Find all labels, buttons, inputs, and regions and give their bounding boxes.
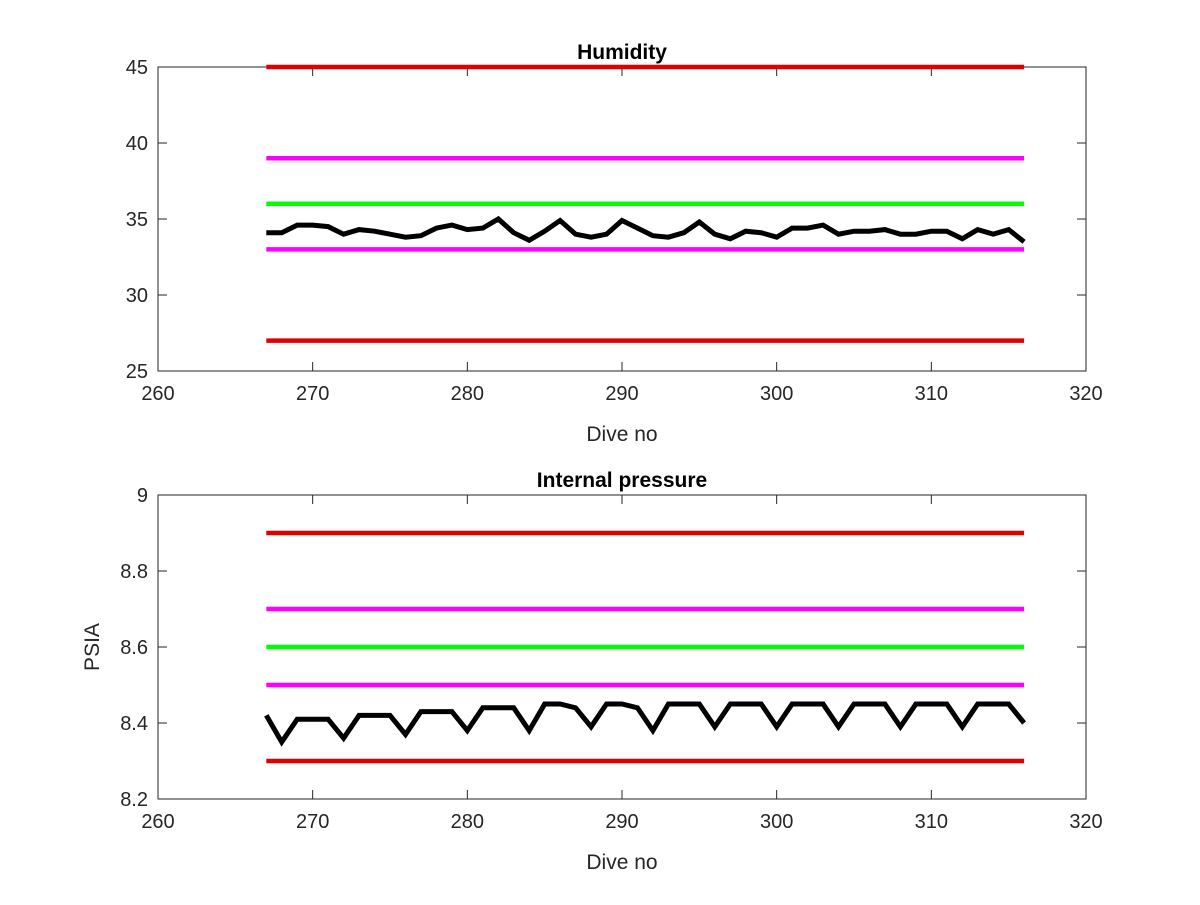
- y-tick-label: 45: [126, 57, 148, 79]
- x-tick-label: 260: [141, 811, 174, 833]
- chart-2: 260 270 280 290 300 310 320 8.2 8.4 8.6 8.8 9 Intern…: [81, 469, 1103, 874]
- x-tick-label: 320: [1069, 383, 1102, 405]
- x-axis-label: Dive no: [586, 851, 657, 874]
- x-tick-label: 320: [1069, 811, 1102, 833]
- x-tick-label: 290: [605, 383, 638, 405]
- chart-1: 260 270 280 290 300 310 320 25 30 35 40 45 Humidity D…: [126, 41, 1103, 446]
- x-tick-label: 290: [605, 811, 638, 833]
- chart-title: Internal pressure: [537, 469, 707, 492]
- x-tick-label: 310: [915, 383, 948, 405]
- y-tick-label: 8.8: [120, 561, 148, 583]
- x-tick-label: 300: [760, 811, 793, 833]
- x-axis-label: Dive no: [586, 423, 657, 446]
- x-tick-label: 280: [451, 811, 484, 833]
- y-tick-label: 40: [126, 133, 148, 155]
- x-tick-label: 310: [915, 811, 948, 833]
- x-tick-label: 300: [760, 383, 793, 405]
- y-tick-label: 30: [126, 285, 148, 307]
- x-tick-label: 260: [141, 383, 174, 405]
- chart-title: Humidity: [577, 41, 667, 64]
- y-axis-label: PSIA: [81, 623, 104, 671]
- x-tick-label: 270: [296, 383, 329, 405]
- y-tick-label: 8.2: [120, 789, 148, 811]
- x-tick-label: 280: [451, 383, 484, 405]
- y-tick-label: 8.6: [120, 637, 148, 659]
- y-tick-label: 9: [137, 485, 148, 507]
- x-tick-label: 270: [296, 811, 329, 833]
- data-series-line: [266, 215, 1026, 244]
- y-tick-label: 35: [126, 209, 148, 231]
- y-tick-label: 8.4: [120, 713, 148, 735]
- data-series-line: [264, 701, 1027, 747]
- y-tick-label: 25: [126, 361, 148, 383]
